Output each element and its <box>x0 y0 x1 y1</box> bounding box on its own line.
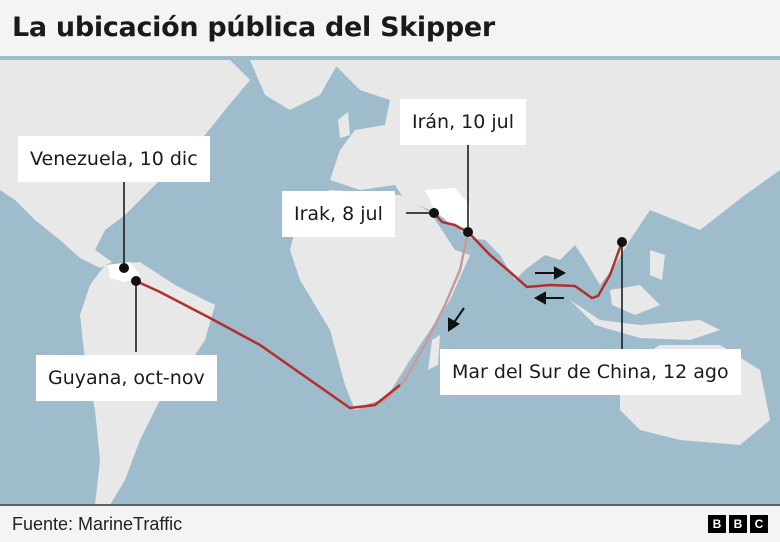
madagascar <box>428 335 440 370</box>
bbc-logo: B B C <box>708 515 768 533</box>
marker-venezuela <box>119 263 129 273</box>
marker-china <box>617 237 627 247</box>
route-atlantic <box>135 279 401 410</box>
philippines-borneo <box>610 250 665 315</box>
world-map <box>0 56 780 505</box>
marker-irak <box>429 208 439 218</box>
source-text: Fuente: MarineTraffic <box>12 514 183 534</box>
arrow-west-icon <box>533 291 564 305</box>
label-guyana: Guyana, oct-nov <box>36 355 217 401</box>
label-china: Mar del Sur de China, 12 ago <box>440 349 741 395</box>
label-iran: Irán, 10 jul <box>400 99 526 145</box>
arrow-southwest-icon <box>448 307 465 332</box>
page-title: La ubicación pública del Skipper <box>12 12 495 43</box>
arrow-east-icon <box>535 266 567 280</box>
greenland <box>250 60 340 110</box>
label-venezuela: Venezuela, 10 dic <box>18 136 210 182</box>
uk <box>338 112 350 138</box>
iran-shape <box>425 188 470 228</box>
indonesia <box>570 300 720 340</box>
footer-divider <box>0 504 780 506</box>
marker-guyana <box>131 276 141 286</box>
japan <box>690 170 715 215</box>
map-svg <box>0 60 780 505</box>
bbc-logo-b1: B <box>708 515 726 533</box>
route-faded <box>359 231 470 410</box>
bbc-logo-c: C <box>750 515 768 533</box>
label-irak: Irak, 8 jul <box>282 191 395 237</box>
route-asia <box>433 212 624 300</box>
africa <box>290 190 470 410</box>
land <box>0 60 780 505</box>
bbc-logo-b2: B <box>729 515 747 533</box>
marker-iran <box>463 227 473 237</box>
